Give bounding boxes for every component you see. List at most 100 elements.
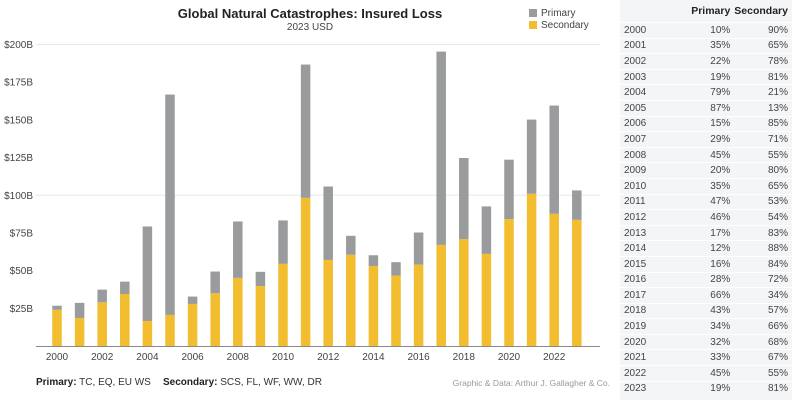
footnote-primary-text: TC, EQ, EU WS [76,377,151,388]
table-row: 2007 29% 71% [620,131,792,148]
table-row: 2019 34% 66% [620,318,792,335]
footnote-secondary-text: SCS, FL, WF, WW, DR [217,377,322,388]
bar-primary [165,94,175,315]
share-table: Primary Secondary 2000 10% 90% 2001 35% 65% 20… [620,0,792,397]
table-cell-year: 2002 [620,53,673,70]
table-row: 2021 33% 67% [620,349,792,366]
table-cell-year: 2008 [620,146,673,163]
table-cell-secondary: 84% [734,255,792,272]
bar-secondary [165,314,175,346]
y-tick-label: $100B [4,191,33,202]
table-cell-secondary: 85% [734,115,792,132]
x-tick-label: 2018 [453,352,476,363]
table-cell-primary: 29% [672,131,735,148]
bar-secondary [368,266,379,346]
table-cell-primary: 45% [672,146,735,163]
x-tick-label: 2012 [317,352,340,363]
bar-secondary [526,193,537,346]
table-cell-year: 2016 [620,271,673,288]
table-cell-year: 2009 [620,162,673,179]
table-row: 2013 17% 83% [620,224,792,241]
bar-secondary [142,320,153,346]
table-cell-primary: 20% [672,162,735,179]
legend: Primary Secondary [529,7,589,31]
table-cell-primary: 33% [672,349,735,366]
x-tick-label: 2008 [227,352,250,363]
footnote-secondary: Secondary: SCS, FL, WF, WW, DR [163,377,322,388]
table-body: 2000 10% 90% 2001 35% 65% 2002 22% 78% 2003 19% 81%… [620,22,792,397]
table-cell-primary: 19% [672,68,735,85]
bar-primary [210,271,220,294]
bar-primary [233,221,243,278]
table-cell-year: 2004 [620,84,673,101]
table-cell-year: 2015 [620,255,673,272]
table-cell-year: 2021 [620,349,673,366]
share-table-panel: Primary Secondary 2000 10% 90% 2001 35% 65% 20… [620,0,792,400]
table-cell-primary: 22% [672,53,735,70]
y-tick-label: $125B [4,153,33,164]
legend-label-secondary: Secondary [541,19,589,31]
bar-secondary [346,254,356,346]
bar-secondary [97,302,107,346]
footnote-secondary-label: Secondary: [163,377,218,388]
table-cell-secondary: 88% [734,240,792,257]
bar-secondary [459,239,469,346]
table-cell-primary: 12% [672,240,735,257]
table-cell-year: 2011 [620,193,673,210]
table-cell-primary: 35% [672,177,735,195]
table-header-secondary: Secondary [734,5,788,17]
x-tick-label: 2016 [407,352,430,363]
bar-secondary [187,303,198,346]
bar-primary [142,226,153,321]
table-cell-primary: 28% [672,271,735,288]
table-cell-primary: 10% [672,22,735,39]
footnote-primary-label: Primary: [36,377,77,388]
y-tick-label: $25B [10,304,34,315]
bar-primary [97,289,107,303]
bar-secondary [504,219,514,346]
table-cell-year: 2003 [620,68,673,85]
bar-primary [504,159,514,220]
table-cell-primary: 87% [672,99,735,117]
table-cell-primary: 16% [672,255,735,272]
table-cell-secondary: 71% [734,131,792,148]
bar-secondary [436,244,446,346]
legend-item-primary: Primary [529,7,589,19]
bar-primary [120,281,130,294]
table-cell-secondary: 81% [734,380,792,397]
table-cell-secondary: 80% [734,162,792,179]
table-row: 2008 45% 55% [620,146,792,163]
table-row: 2016 28% 72% [620,271,792,288]
table-row: 2010 35% 65% [620,177,792,195]
table-cell-year: 2001 [620,37,673,54]
bar-secondary [572,219,582,346]
bar-primary [481,206,492,254]
table-row: 2006 15% 85% [620,115,792,132]
table-row: 2020 32% 68% [620,333,792,350]
table-cell-primary: 17% [672,224,735,241]
table-cell-year: 2018 [620,302,673,319]
x-tick-label: 2002 [91,352,114,363]
bar-primary [187,296,198,304]
bar-secondary [210,293,220,346]
x-tick-label: 2000 [46,352,69,363]
table-cell-primary: 15% [672,115,735,132]
table-row: 2003 19% 81% [620,68,792,85]
table-cell-secondary: 83% [734,224,792,241]
table-header-primary: Primary [691,5,731,17]
table-cell-year: 2019 [620,318,673,335]
table-row: 2002 22% 78% [620,53,792,70]
table-cell-secondary: 13% [734,99,792,117]
x-tick-label: 2020 [498,352,521,363]
bar-primary [391,262,401,276]
bar-primary [572,190,582,220]
table-cell-secondary: 54% [734,209,792,226]
bar-secondary [74,317,85,346]
table-row: 2000 10% 90% [620,22,792,39]
table-row: 2001 35% 65% [620,37,792,54]
bar-secondary [300,197,311,346]
table-cell-year: 2006 [620,115,673,132]
bar-primary [368,255,379,267]
x-tick-label: 2014 [362,352,385,363]
table-cell-secondary: 78% [734,53,792,70]
